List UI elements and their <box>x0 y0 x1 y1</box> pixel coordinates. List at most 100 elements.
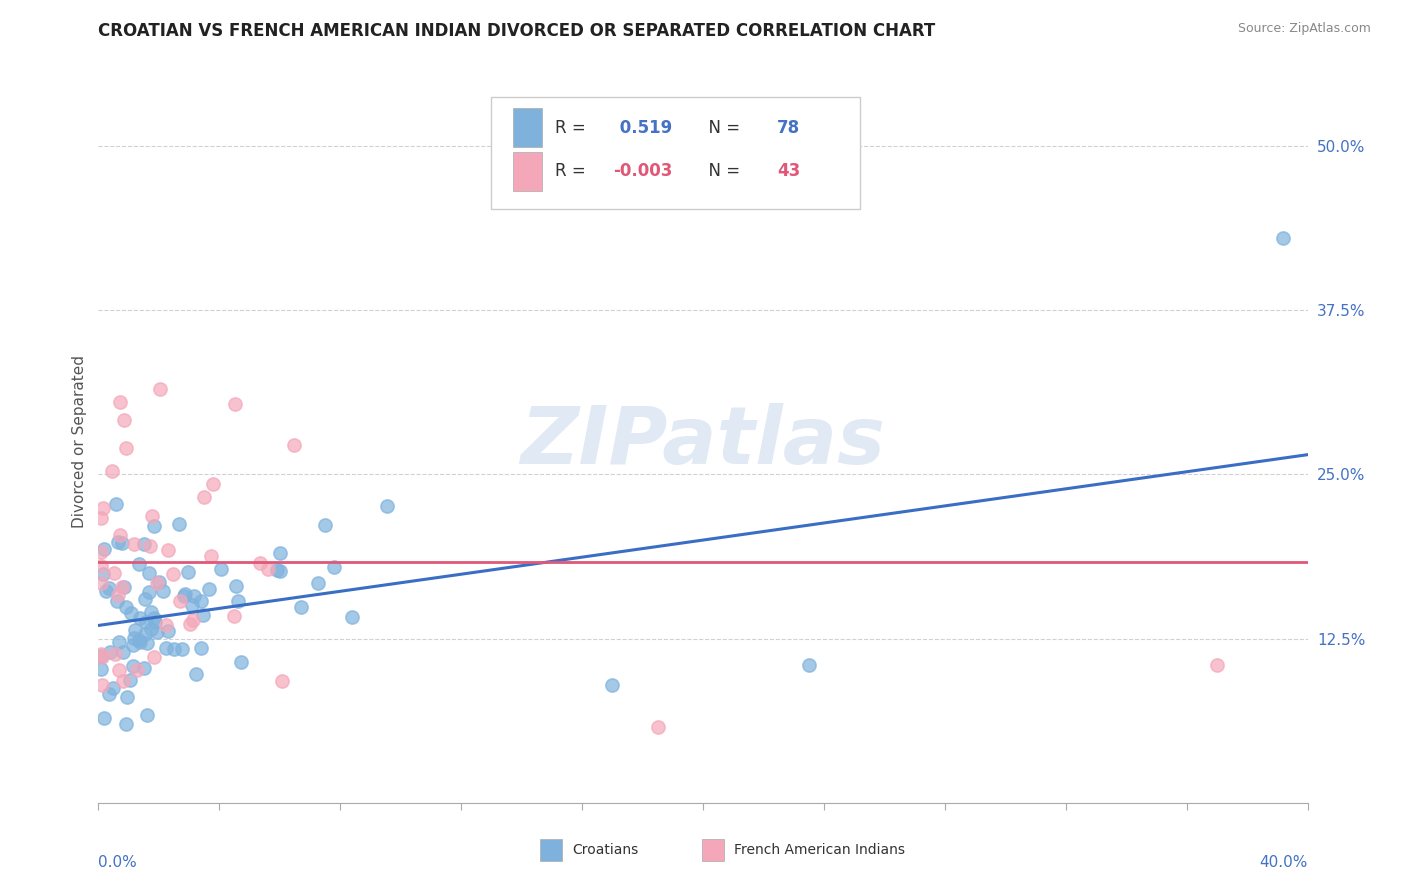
Point <box>112 413 135 427</box>
Point <box>229 655 252 669</box>
Point <box>257 561 280 575</box>
Point <box>115 717 138 731</box>
Point <box>269 564 291 578</box>
Point <box>90 663 112 677</box>
Y-axis label: Divorced or Separated: Divorced or Separated <box>72 355 87 528</box>
Point <box>177 565 200 579</box>
Point <box>138 566 160 580</box>
Point <box>111 536 134 550</box>
Point <box>111 580 134 594</box>
Point <box>179 617 201 632</box>
Point <box>173 589 195 603</box>
Point <box>115 690 138 705</box>
Point <box>139 622 162 636</box>
Point <box>128 558 150 572</box>
Point <box>108 528 131 542</box>
FancyBboxPatch shape <box>513 109 543 147</box>
Point <box>266 563 288 577</box>
Point <box>114 441 136 455</box>
Text: Source: ZipAtlas.com: Source: ZipAtlas.com <box>1237 22 1371 36</box>
Text: 78: 78 <box>776 119 800 137</box>
Point <box>169 594 191 608</box>
Point <box>249 556 271 570</box>
Point <box>111 673 134 688</box>
Point <box>108 395 131 409</box>
Point <box>132 537 155 551</box>
Point <box>797 657 820 672</box>
Point <box>90 647 112 661</box>
Point <box>225 579 247 593</box>
Point <box>138 585 160 599</box>
Text: CROATIAN VS FRENCH AMERICAN INDIAN DIVORCED OR SEPARATED CORRELATION CHART: CROATIAN VS FRENCH AMERICAN INDIAN DIVOR… <box>98 22 935 40</box>
Point <box>138 539 160 553</box>
Point <box>340 610 363 624</box>
Point <box>141 508 163 523</box>
Point <box>105 594 128 608</box>
Point <box>162 566 184 581</box>
Point <box>120 606 142 620</box>
Point <box>174 587 197 601</box>
Point <box>98 645 121 659</box>
Text: 0.519: 0.519 <box>613 119 672 137</box>
Point <box>136 636 159 650</box>
Point <box>90 511 112 525</box>
Point <box>271 674 294 689</box>
Point <box>314 518 336 533</box>
Point <box>94 583 117 598</box>
FancyBboxPatch shape <box>492 97 860 209</box>
Point <box>193 491 215 505</box>
Point <box>1272 231 1295 245</box>
Text: 0.0%: 0.0% <box>98 855 138 870</box>
Point <box>190 594 212 608</box>
Point <box>200 549 222 563</box>
Point <box>169 516 191 531</box>
Point <box>132 660 155 674</box>
Point <box>148 574 170 589</box>
Text: N =: N = <box>699 119 745 137</box>
Point <box>224 608 246 623</box>
Point <box>120 673 142 687</box>
Point <box>127 664 149 678</box>
Point <box>135 615 157 629</box>
Point <box>90 545 112 559</box>
Point <box>107 588 129 602</box>
Text: N =: N = <box>699 162 745 180</box>
Point <box>139 605 162 619</box>
Point <box>124 624 146 638</box>
Text: R =: R = <box>555 162 592 180</box>
Point <box>107 634 129 648</box>
Text: Croatians: Croatians <box>572 843 638 857</box>
Point <box>180 599 202 613</box>
Point <box>115 599 138 614</box>
Point <box>93 711 115 725</box>
Point <box>157 542 180 557</box>
Point <box>647 720 669 734</box>
Point <box>98 582 121 596</box>
Point <box>163 641 186 656</box>
FancyBboxPatch shape <box>540 839 562 861</box>
Point <box>283 438 305 452</box>
FancyBboxPatch shape <box>702 839 724 861</box>
Text: ZIPatlas: ZIPatlas <box>520 402 886 481</box>
Point <box>269 546 291 560</box>
Point <box>90 559 112 574</box>
Point <box>156 624 179 639</box>
Point <box>101 464 124 478</box>
Point <box>143 615 166 629</box>
Point <box>103 647 125 661</box>
Point <box>307 576 329 591</box>
Point <box>135 707 157 722</box>
Text: 40.0%: 40.0% <box>1260 855 1308 870</box>
Point <box>183 589 205 603</box>
Point <box>1206 657 1229 672</box>
Point <box>122 632 145 646</box>
Point <box>134 592 156 607</box>
Point <box>155 618 177 632</box>
Point <box>146 625 169 640</box>
Point <box>104 497 127 511</box>
Point <box>198 582 221 597</box>
Point <box>145 576 167 591</box>
Point <box>90 576 112 591</box>
Point <box>211 562 233 576</box>
Point <box>224 397 246 411</box>
